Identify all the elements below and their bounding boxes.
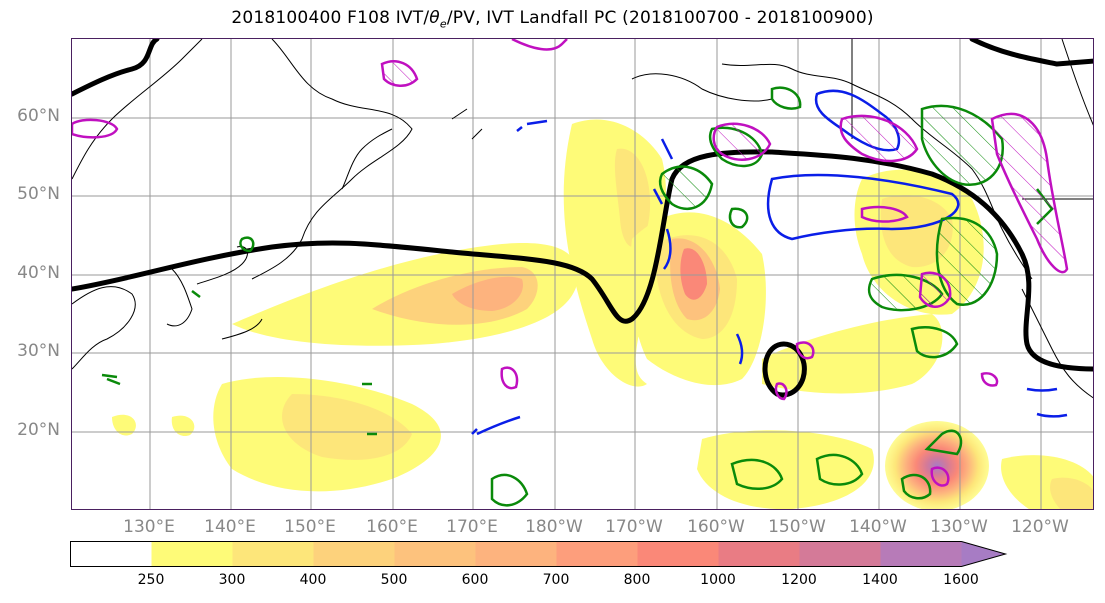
ivt-shading xyxy=(112,119,1093,509)
gridlines xyxy=(72,39,1093,509)
colorbar-tick-label: 400 xyxy=(299,572,327,588)
colorbar-segment xyxy=(880,541,962,567)
lon-label-140w: 140°W xyxy=(849,517,907,537)
ivt-thick-contours xyxy=(72,39,1093,398)
colorbar-tick-label: 600 xyxy=(461,572,489,588)
colorbar-extend-arrow xyxy=(961,541,1006,567)
colorbar-tick-label: 1200 xyxy=(781,572,817,588)
colorbar-svg xyxy=(70,541,1008,567)
map-panel xyxy=(71,38,1094,510)
lat-label-40n: 40°N xyxy=(17,263,60,283)
colorbar-segment xyxy=(313,541,395,567)
lon-label-180w: 180°W xyxy=(525,517,583,537)
colorbar-segment xyxy=(232,541,314,567)
ivt-colorbar xyxy=(70,541,1095,567)
colorbar-tick-label: 700 xyxy=(542,572,570,588)
map-title: 2018100400 F108 IVT/θe/PV, IVT Landfall … xyxy=(231,8,874,31)
lon-label-160e: 160°E xyxy=(366,517,418,537)
colorbar-segment xyxy=(394,541,476,567)
colorbar-tick-label: 1400 xyxy=(862,572,898,588)
map-svg xyxy=(72,39,1093,509)
pc-contours xyxy=(72,39,1069,487)
colorbar-segment xyxy=(556,541,638,567)
lon-label-130e: 130°E xyxy=(123,517,175,537)
colorbar-tick-label: 800 xyxy=(623,572,651,588)
lon-label-170e: 170°E xyxy=(446,517,498,537)
lon-label-130w: 130°W xyxy=(930,517,988,537)
lon-label-140e: 140°E xyxy=(204,517,256,537)
colorbar-tick-label: 1600 xyxy=(943,572,979,588)
colorbar-outline xyxy=(70,541,1008,567)
colorbar-segment xyxy=(718,541,800,567)
colorbar-segment xyxy=(70,541,152,567)
lon-label-160w: 160°W xyxy=(687,517,745,537)
lon-label-150w: 150°W xyxy=(768,517,826,537)
lat-label-50n: 50°N xyxy=(17,184,60,204)
colorbar-tick-label: 500 xyxy=(380,572,408,588)
lon-label-120w: 120°W xyxy=(1011,517,1069,537)
lon-label-150e: 150°E xyxy=(284,517,336,537)
coastlines xyxy=(72,39,1093,399)
colorbar-segment xyxy=(799,541,881,567)
lat-label-60n: 60°N xyxy=(17,106,60,126)
lat-label-20n: 20°N xyxy=(17,420,60,440)
colorbar-segment xyxy=(637,541,719,567)
lon-label-170w: 170°W xyxy=(605,517,663,537)
theta-e-contours xyxy=(471,89,1068,436)
colorbar-segment xyxy=(475,541,557,567)
lat-label-30n: 30°N xyxy=(17,341,60,361)
colorbar-tick-label: 300 xyxy=(218,572,246,588)
colorbar-segment xyxy=(151,541,233,567)
colorbar-tick-label: 1000 xyxy=(700,572,736,588)
colorbar-tick-label: 250 xyxy=(137,572,165,588)
